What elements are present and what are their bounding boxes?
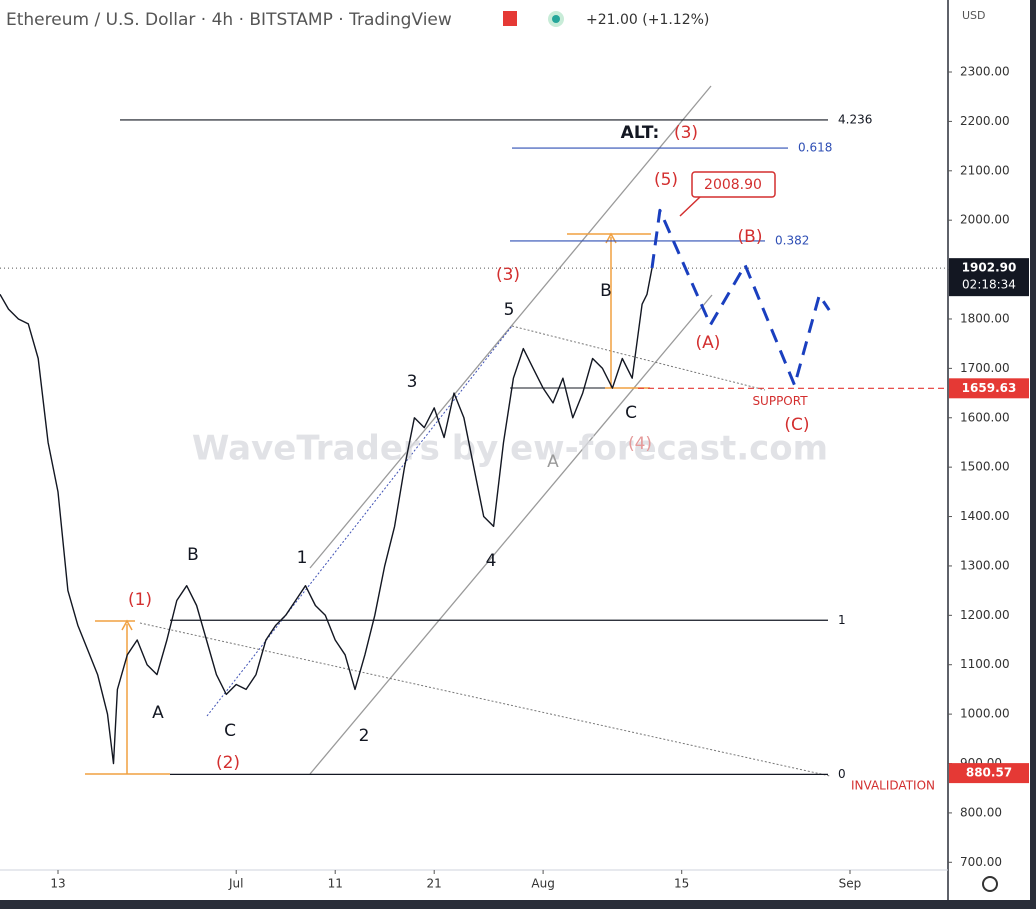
status-dot [552, 15, 560, 23]
wave-label: 1 [297, 548, 308, 568]
bottom-strip [0, 900, 1036, 909]
wave-label: (3) [496, 265, 520, 285]
channel-upper [309, 85, 712, 569]
last-price-tag [949, 258, 1029, 297]
watermark: WaveTraders by ew-forecast.com [192, 429, 828, 469]
trend-dotted [511, 325, 766, 391]
target-label: 2008.90 [704, 177, 762, 193]
x-tick-label: Aug [531, 877, 554, 891]
wave-label: B [187, 545, 199, 565]
invalidation-tag [949, 763, 1029, 784]
y-tick-label: 2000.00 [960, 213, 1010, 227]
flag-icon [503, 11, 517, 26]
x-tick-label: 13 [50, 877, 65, 891]
chart-title: Ethereum / U.S. Dollar · 4h · BITSTAMP ·… [6, 10, 452, 30]
fib-level-label: 0 [838, 767, 846, 781]
fib-level-label: 4.236 [838, 112, 872, 126]
wave-label: 4 [486, 551, 497, 571]
channel-lower [309, 294, 713, 775]
currency-label[interactable]: USD [962, 9, 986, 22]
right-border [1030, 0, 1036, 909]
invalidation-price-label: 880.57 [966, 766, 1012, 780]
wave-label: (1) [128, 590, 152, 610]
x-tick-label: 21 [427, 877, 442, 891]
fib-level-label: 1 [838, 613, 846, 627]
x-tick-label: 11 [328, 877, 343, 891]
support-price-label: 1659.63 [962, 381, 1017, 395]
wave-label: 3 [407, 372, 418, 392]
price-change: +21.00 (+1.12%) [586, 12, 709, 28]
fib-level-label: 0.382 [775, 233, 809, 247]
wave-label: 2 [359, 726, 370, 746]
wave-label: ALT: [621, 123, 660, 143]
y-tick-label: 1700.00 [960, 361, 1010, 375]
y-tick-label: 1500.00 [960, 460, 1010, 474]
y-tick-label: 1000.00 [960, 707, 1010, 721]
wave-label: (2) [216, 753, 240, 773]
y-tick-label: 1800.00 [960, 311, 1010, 325]
wave-label: B [600, 281, 612, 301]
orange-arrow [605, 232, 617, 244]
wave-label: C [224, 721, 236, 741]
drawings [85, 85, 831, 777]
y-tick-label: 1200.00 [960, 608, 1010, 622]
wave-label: A [152, 703, 164, 723]
trend-dotted [206, 325, 513, 717]
projection-line [650, 208, 831, 387]
wave-label: (C) [784, 415, 809, 435]
x-tick-label: Jul [228, 877, 243, 891]
wave-label: (4) [628, 434, 652, 454]
y-tick-label: 2300.00 [960, 65, 1010, 79]
fib-level-label: 0.618 [798, 141, 832, 155]
wave-label: (A) [696, 333, 721, 353]
target-pointer [679, 196, 701, 217]
x-tick-label: Sep [839, 877, 862, 891]
y-tick-label: 1100.00 [960, 657, 1010, 671]
y-tick-label: 1600.00 [960, 410, 1010, 424]
support-tag [949, 378, 1029, 399]
trend-dotted [139, 622, 831, 777]
invalidation-text: INVALIDATION [851, 779, 935, 793]
orange-arrow [121, 619, 133, 631]
y-tick-label: 700.00 [960, 855, 1002, 869]
y-tick-label: 800.00 [960, 805, 1002, 819]
y-tick-label: 1300.00 [960, 558, 1010, 572]
support-text: SUPPORT [752, 394, 808, 408]
settings-icon[interactable] [982, 876, 998, 892]
wave-label: (B) [738, 227, 763, 247]
wave-label: 5 [504, 300, 515, 320]
wave-label: (5) [654, 170, 678, 190]
wave-label: A [547, 452, 559, 472]
wave-label: C [625, 403, 637, 423]
y-tick-label: 2200.00 [960, 114, 1010, 128]
wave-label: (3) [674, 123, 698, 143]
countdown-label: 02:18:34 [962, 278, 1016, 292]
target-box [691, 171, 776, 198]
last-price-label: 1902.90 [962, 261, 1017, 275]
y-tick-label: 2100.00 [960, 163, 1010, 177]
y-tick-label: 1400.00 [960, 509, 1010, 523]
price-line [0, 267, 653, 765]
x-tick-label: 15 [674, 877, 689, 891]
